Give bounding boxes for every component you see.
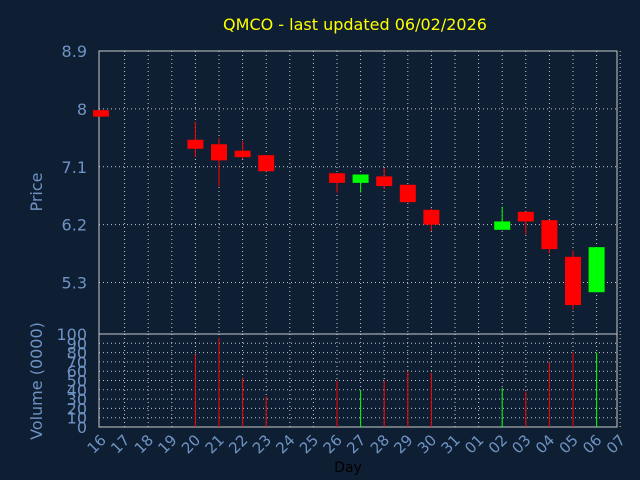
- price-plot-area: [98, 50, 618, 335]
- x-tick-label: 21: [202, 431, 228, 457]
- x-tick-label: 07: [603, 431, 629, 457]
- candle-body: [423, 209, 440, 225]
- candle-body: [541, 220, 558, 250]
- x-tick-label: 16: [84, 431, 110, 457]
- volume-tick-label: 40: [67, 381, 87, 400]
- x-tick-label: 31: [438, 431, 464, 457]
- x-tick-label: 28: [367, 431, 393, 457]
- chart-title: QMCO - last updated 06/02/2026: [223, 15, 487, 34]
- candle-body: [376, 176, 393, 187]
- volume-tick-label: 10: [67, 409, 87, 428]
- candle-body: [211, 144, 227, 161]
- price-tick-label: 5.3: [62, 274, 87, 293]
- candle-body: [588, 247, 605, 293]
- candle-body: [565, 256, 581, 306]
- x-tick-label: 24: [272, 431, 298, 457]
- x-axis-label: Day: [334, 460, 362, 476]
- x-tick-label: 29: [390, 431, 416, 457]
- x-tick-label: 30: [414, 431, 440, 457]
- x-tick-label: 06: [579, 431, 605, 457]
- candle-body: [494, 221, 511, 230]
- candle-body: [187, 139, 204, 149]
- volume-tick-label: 0: [77, 418, 87, 437]
- x-tick-label: 03: [508, 431, 534, 457]
- x-tick-label: 26: [320, 431, 346, 457]
- x-axis: 1617181920212223242526272829303101020304…: [84, 431, 629, 457]
- volume-tick-label: 80: [67, 344, 87, 363]
- candle-body: [329, 173, 345, 183]
- volume-tick-label: 30: [67, 390, 87, 409]
- price-tick-label: 8: [77, 100, 87, 119]
- candle-body: [352, 174, 369, 183]
- x-tick-label: 04: [532, 431, 558, 457]
- volume-tick-label: 20: [67, 399, 87, 418]
- price-tick-label: 8.9: [62, 42, 87, 61]
- price-tick-label: 6.2: [62, 216, 87, 235]
- price-panel: 8.9 8 7.1 6.2 5.3: [62, 42, 621, 335]
- volume-tick-label: 100: [56, 325, 87, 344]
- volume-axis-label: Volume (0000): [27, 322, 46, 440]
- candle-body: [93, 110, 109, 117]
- volume-tick-label: 90: [67, 334, 87, 353]
- x-tick-label: 17: [107, 431, 133, 457]
- x-tick-label: 05: [556, 431, 582, 457]
- x-tick-label: 18: [131, 431, 157, 457]
- volume-tick-label: 60: [67, 362, 87, 381]
- x-tick-label: 19: [154, 431, 180, 457]
- candle-body: [399, 184, 416, 203]
- x-tick-label: 01: [461, 431, 487, 457]
- volume-tick-label: 70: [67, 353, 87, 372]
- x-tick-label: 23: [249, 431, 275, 457]
- price-tick-label: 7.1: [62, 158, 87, 177]
- volume-tick-label: 50: [67, 372, 87, 391]
- x-tick-label: 20: [178, 431, 204, 457]
- candle-body: [234, 150, 251, 158]
- candle-body: [517, 211, 534, 222]
- x-tick-label: 22: [225, 431, 251, 457]
- x-tick-label: 25: [296, 431, 322, 457]
- price-axis-label: Price: [27, 172, 46, 211]
- candle-body: [258, 155, 275, 172]
- x-tick-label: 27: [343, 431, 369, 457]
- x-tick-label: 02: [485, 431, 511, 457]
